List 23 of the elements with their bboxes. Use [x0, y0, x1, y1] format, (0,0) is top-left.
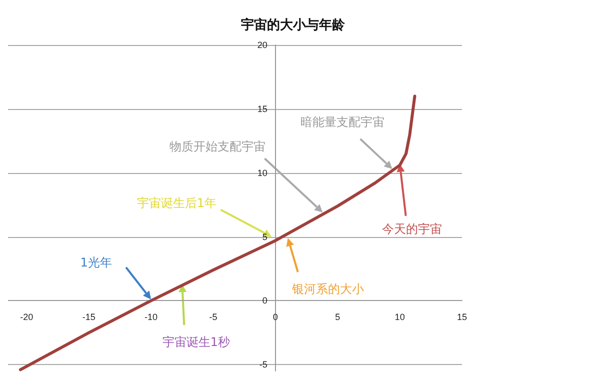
y-tick-label: 20 [257, 40, 268, 50]
annotation: 物质开始支配宇宙 [170, 139, 266, 154]
chart-title: 宇宙的大小与年龄 [241, 17, 346, 33]
x-tick-label: -20 [20, 312, 34, 322]
annotation: 宇宙诞生后1年 [136, 196, 217, 210]
x-tick-label: -15 [82, 312, 96, 322]
annotation: 银河系的大小 [290, 282, 364, 296]
line-series [18, 94, 416, 372]
annotation: 暗能量支配宇宙 [300, 115, 384, 130]
y-tick-label: 0 [262, 296, 268, 306]
x-tick-label: 0 [272, 312, 278, 322]
y-tick-label: 5 [262, 232, 268, 242]
annotation: 1光年 [80, 255, 112, 270]
x-tick-label: -5 [209, 312, 218, 322]
x-tick-label: 5 [335, 312, 340, 322]
x-tick-label: 15 [456, 312, 468, 322]
annotation: 今天的宇宙 [382, 222, 442, 236]
annotation: 宇宙诞生1秒 [162, 335, 230, 350]
y-tick-label: -5 [259, 360, 268, 370]
x-tick-label: 10 [394, 312, 405, 322]
y-tick-label: 15 [257, 104, 268, 114]
x-tick-label: -10 [144, 312, 158, 322]
y-tick-label: 10 [257, 168, 268, 178]
